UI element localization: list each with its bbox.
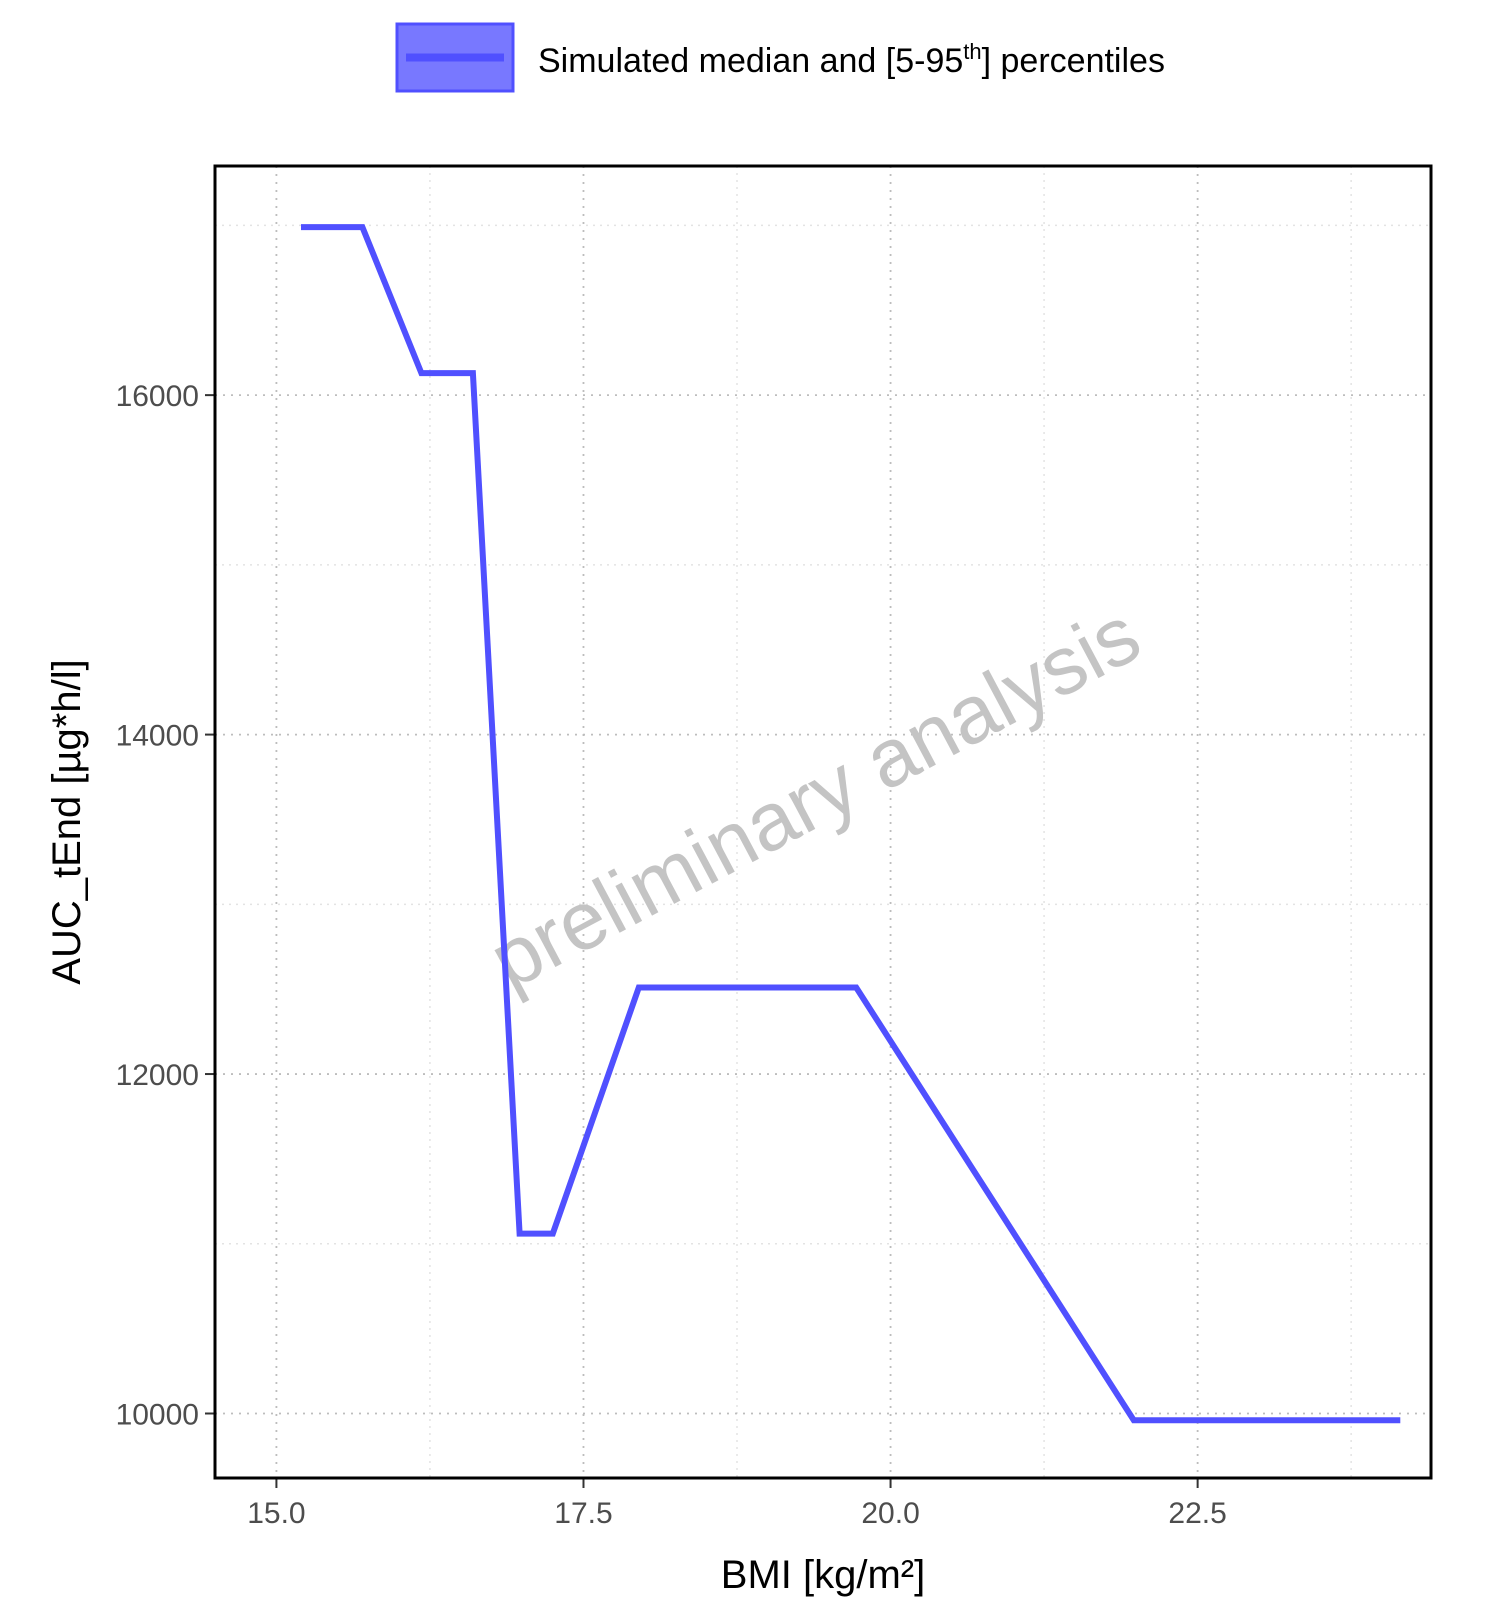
grid bbox=[215, 166, 1431, 1478]
x-tick-label: 22.5 bbox=[1168, 1497, 1226, 1530]
y-tick-label: 16000 bbox=[116, 380, 199, 413]
legend-label-prefix: Simulated median and [5-95 bbox=[538, 42, 963, 80]
legend-label: Simulated median and [5-95th] percentile… bbox=[538, 39, 1165, 80]
x-tick-label: 17.5 bbox=[554, 1497, 612, 1530]
legend-label-suffix: ] percentiles bbox=[982, 42, 1165, 80]
x-tick-label: 20.0 bbox=[861, 1497, 919, 1530]
y-tick-label: 12000 bbox=[116, 1059, 199, 1092]
x-tick-label: 15.0 bbox=[247, 1497, 305, 1530]
series-group bbox=[301, 224, 1401, 1424]
watermark-text: preliminary analysis bbox=[476, 589, 1154, 1007]
y-tick-label: 10000 bbox=[116, 1399, 199, 1432]
series-line bbox=[301, 224, 1401, 1424]
y-axis-title: AUC_tEnd [µg*h/l] bbox=[45, 659, 89, 984]
plot-panel-border bbox=[213, 164, 1433, 1480]
legend-label-superscript: th bbox=[963, 39, 981, 64]
legend: Simulated median and [5-95th] percentile… bbox=[395, 22, 1165, 93]
x-axis-title: BMI [kg/m²] bbox=[721, 1553, 925, 1597]
ticks bbox=[205, 394, 1199, 1488]
y-tick-label: 14000 bbox=[116, 720, 199, 753]
tick-labels: 15.0 17.5 20.0 22.5 10000 12000 14000 16000 bbox=[116, 380, 1227, 1530]
